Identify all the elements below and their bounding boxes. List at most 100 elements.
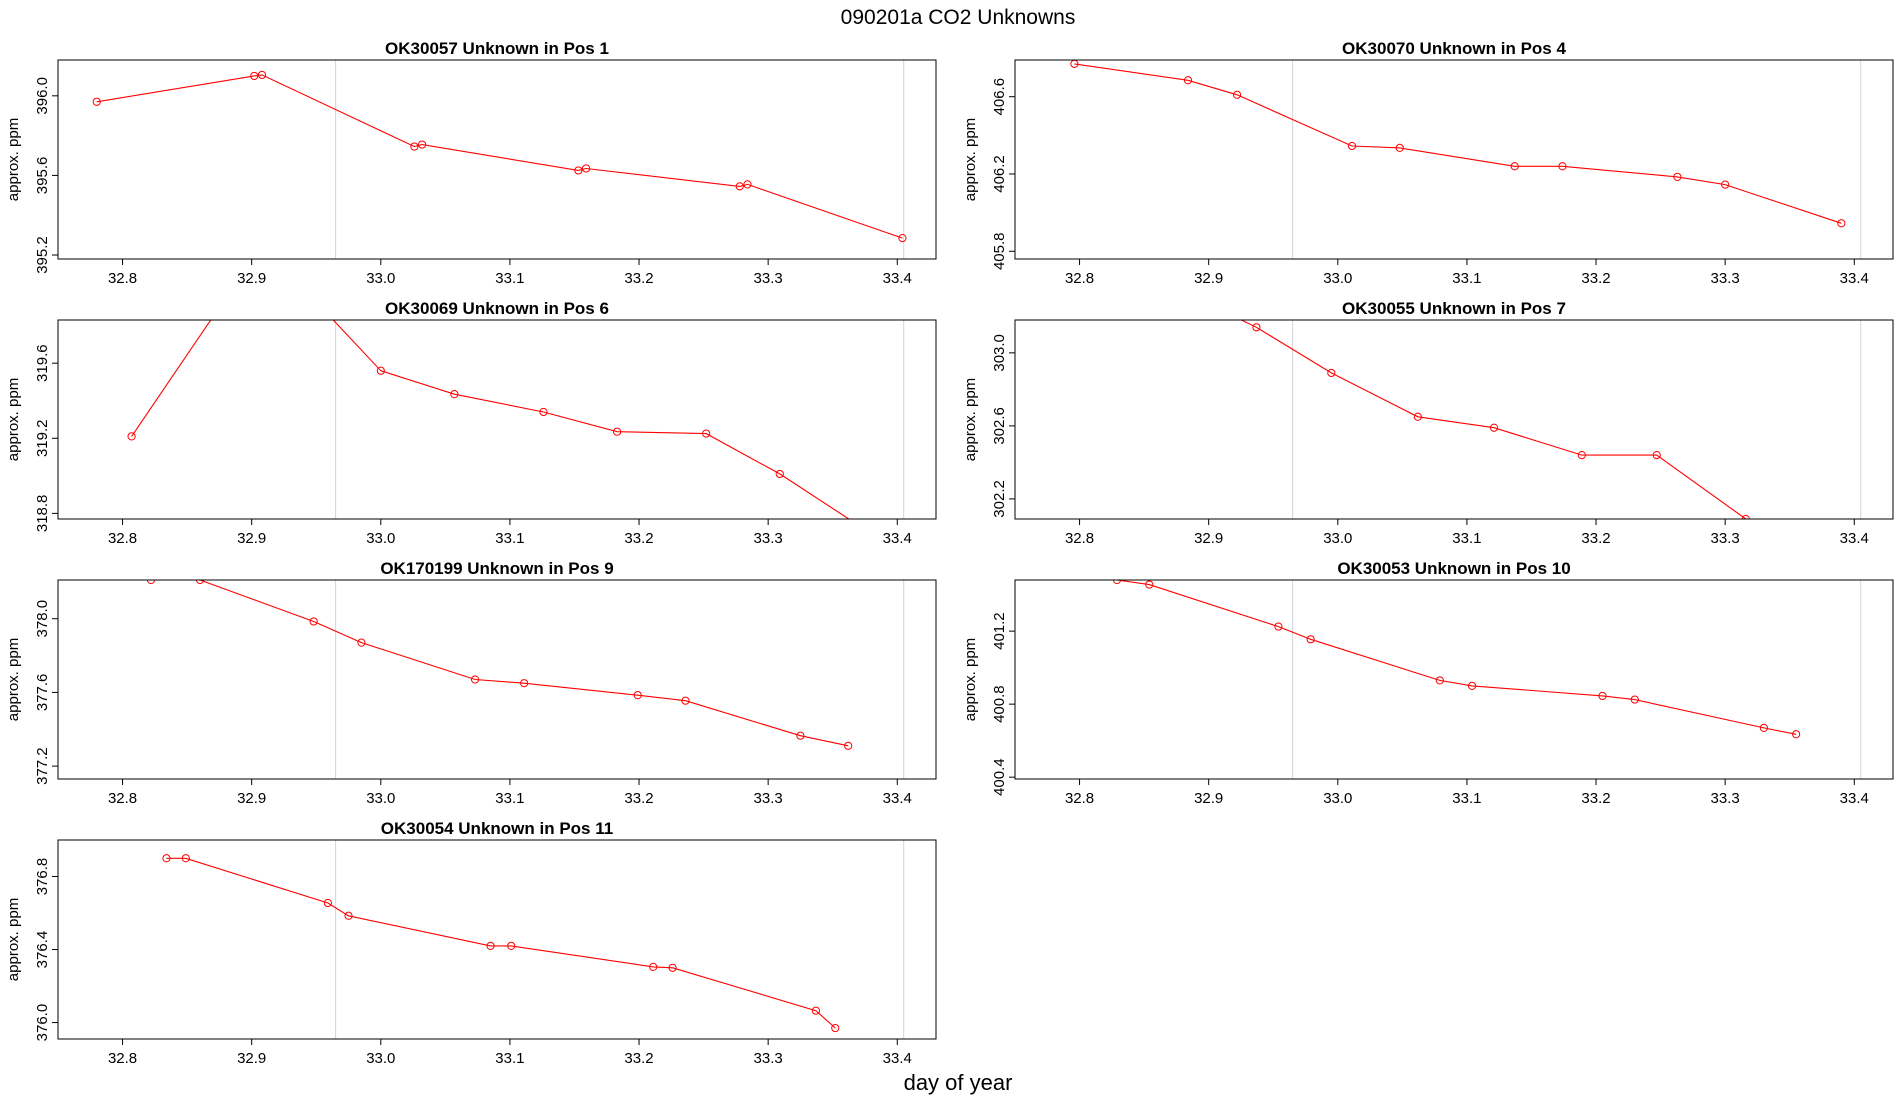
data-point [376, 366, 385, 375]
figure-title: 090201a CO2 Unknowns [841, 6, 1076, 29]
x-tick-label: 33.4 [883, 790, 912, 807]
y-tick-label: 319.6 [34, 344, 51, 382]
series-group [1112, 580, 1801, 739]
x-tick-label: 33.4 [1840, 530, 1869, 547]
x-tick-label: 33.1 [495, 790, 524, 807]
series-line [151, 580, 849, 747]
data-point [1413, 412, 1422, 421]
y-tick-label: 318.8 [34, 495, 51, 533]
x-tick-label: 33.3 [1711, 790, 1740, 807]
data-point [450, 390, 459, 399]
x-tick-label: 32.8 [108, 270, 137, 287]
x-tick-label: 33.3 [1711, 530, 1740, 547]
y-tick-label: 319.2 [34, 420, 51, 458]
data-point [92, 97, 101, 106]
x-tick-label: 32.8 [1065, 790, 1094, 807]
data-point [775, 469, 784, 479]
x-tick-label: 33.4 [883, 1050, 912, 1067]
y-tick-label: 376.4 [34, 931, 51, 969]
data-point [1327, 368, 1336, 378]
x-tick-label: 33.2 [624, 790, 653, 807]
x-tick-label: 33.2 [1581, 270, 1610, 287]
x-tick-label: 33.2 [1581, 790, 1610, 807]
panel-3: OK30069 Unknown in Pos 6 32.8 32.9 33.0 33.1… [5, 299, 937, 547]
x-tick-label: 33.2 [1581, 530, 1610, 547]
y-axis-title: approx. ppm [5, 378, 22, 461]
x-tick-label: 33.0 [366, 1050, 395, 1067]
y-tick-label: 376.8 [34, 858, 51, 896]
data-point [250, 71, 259, 81]
data-point [796, 731, 805, 740]
data-point [865, 529, 872, 536]
data-point [898, 234, 907, 243]
data-point [1721, 180, 1730, 189]
y-axis-title: approx. ppm [962, 638, 979, 721]
plot-frame [57, 839, 937, 1040]
data-point [574, 166, 583, 175]
data-point [309, 617, 318, 626]
x-tick-label: 32.9 [237, 790, 266, 807]
plot-frame [1014, 579, 1894, 780]
plot-frame [57, 319, 937, 520]
y-tick-label: 302.2 [991, 480, 1008, 518]
data-point [743, 180, 752, 189]
plot-frame [57, 59, 937, 260]
x-tick-label: 33.3 [1711, 270, 1740, 287]
y-tick-label: 377.6 [34, 674, 51, 712]
y-tick-label: 405.8 [991, 232, 1008, 270]
x-tick-label: 33.0 [366, 270, 395, 287]
x-tick-label: 33.3 [754, 270, 783, 287]
x-tick-label: 33.0 [1323, 270, 1352, 287]
x-tick-label: 32.9 [237, 270, 266, 287]
data-point [1673, 172, 1682, 181]
data-point [668, 963, 677, 972]
data-point [1395, 143, 1404, 153]
data-point [1577, 451, 1586, 460]
data-point [581, 164, 591, 173]
x-tick-label: 32.9 [1194, 270, 1223, 287]
y-axis-title: approx. ppm [5, 898, 22, 981]
x-tick-label: 32.8 [108, 1050, 137, 1067]
plot-frame [57, 579, 937, 780]
series-line [96, 74, 903, 239]
plot-frame [1014, 319, 1894, 520]
x-tick-label: 33.1 [1452, 790, 1481, 807]
series-line [131, 320, 850, 519]
panel-4: OK30055 Unknown in Pos 7 32.8 32.9 33.0 33.1… [962, 285, 1894, 547]
data-point [1347, 141, 1357, 151]
x-axis-title: day of year [904, 1070, 1013, 1095]
data-point [1232, 90, 1242, 99]
data-point [410, 142, 419, 151]
x-tick-label: 33.2 [624, 270, 653, 287]
series-group [92, 70, 907, 243]
x-tick-label: 33.4 [1840, 790, 1869, 807]
panel-title: OK170199 Unknown in Pos 9 [380, 559, 613, 578]
x-tick-label: 33.3 [754, 790, 783, 807]
panel-title: OK30057 Unknown in Pos 1 [385, 39, 609, 58]
data-point [486, 941, 495, 950]
panel-title: OK30070 Unknown in Pos 4 [1342, 39, 1566, 58]
series-line [1116, 580, 1797, 735]
y-tick-label: 396.0 [34, 77, 51, 115]
data-point [1145, 580, 1154, 589]
x-tick-label: 33.4 [883, 270, 912, 287]
x-tick-label: 33.4 [883, 530, 912, 547]
y-axis-title: approx. ppm [962, 118, 979, 201]
data-point [702, 429, 711, 438]
x-tick-label: 33.0 [366, 790, 395, 807]
y-axis-title: approx. ppm [962, 378, 979, 461]
panel-title: OK30053 Unknown in Pos 10 [1337, 559, 1570, 578]
series-group [1070, 60, 1846, 228]
series-line [166, 857, 836, 1029]
x-tick-label: 33.2 [624, 530, 653, 547]
y-tick-label: 302.6 [991, 407, 1008, 445]
x-tick-label: 32.9 [237, 1050, 266, 1067]
data-point [1652, 451, 1661, 460]
data-point [1174, 285, 1181, 292]
data-point [357, 638, 366, 647]
data-point [470, 675, 480, 684]
x-tick-label: 33.4 [1840, 270, 1869, 287]
x-tick-label: 32.9 [1194, 530, 1223, 547]
